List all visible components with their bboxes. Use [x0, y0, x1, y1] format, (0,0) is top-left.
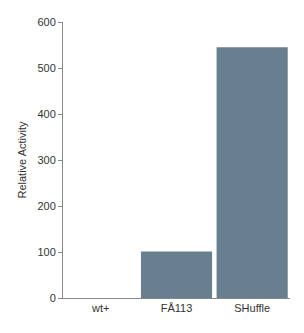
- svg-text:500: 500: [37, 62, 55, 74]
- svg-text:300: 300: [37, 154, 55, 166]
- svg-text:Relative Activity: Relative Activity: [16, 121, 28, 199]
- svg-text:100: 100: [37, 246, 55, 258]
- svg-text:FÅ113: FÅ113: [161, 302, 193, 314]
- svg-text:wt+: wt+: [91, 302, 109, 314]
- svg-text:600: 600: [37, 16, 55, 28]
- svg-text:SHuffle: SHuffle: [234, 302, 270, 314]
- svg-text:200: 200: [37, 200, 55, 212]
- svg-text:400: 400: [37, 108, 55, 120]
- svg-text:0: 0: [50, 292, 56, 304]
